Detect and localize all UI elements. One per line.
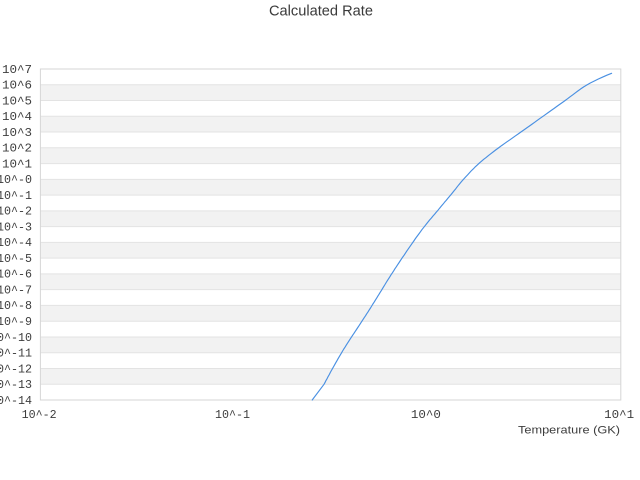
svg-text:10^2: 10^2	[2, 143, 32, 156]
svg-text:10^-8: 10^-8	[0, 300, 32, 313]
svg-text:10^-2: 10^-2	[0, 206, 32, 219]
svg-text:10^-2: 10^-2	[22, 409, 57, 422]
svg-text:10^-12: 10^-12	[0, 363, 32, 376]
svg-text:10^-1: 10^-1	[0, 190, 32, 203]
svg-text:10^-13: 10^-13	[0, 379, 32, 392]
svg-text:10^3: 10^3	[2, 127, 32, 140]
svg-text:10^0: 10^0	[411, 409, 441, 422]
svg-text:10^-5: 10^-5	[0, 253, 32, 266]
svg-text:10^1: 10^1	[604, 409, 634, 422]
svg-text:10^-10: 10^-10	[0, 332, 32, 345]
svg-text:Temperature (GK): Temperature (GK)	[518, 425, 620, 437]
svg-text:10^1: 10^1	[2, 158, 32, 171]
svg-text:10^4: 10^4	[2, 111, 32, 124]
svg-text:10^-1: 10^-1	[215, 409, 250, 422]
svg-text:10^-9: 10^-9	[0, 316, 32, 329]
svg-text:10^-0: 10^-0	[0, 174, 32, 187]
svg-text:10^5: 10^5	[2, 95, 32, 108]
svg-text:10^-14: 10^-14	[0, 395, 32, 408]
svg-text:10^7: 10^7	[2, 64, 32, 77]
svg-text:10^-6: 10^-6	[0, 269, 32, 282]
svg-text:10^-4: 10^-4	[0, 237, 32, 250]
svg-text:10^-11: 10^-11	[0, 348, 32, 361]
svg-text:Calculated Rate: Calculated Rate	[269, 4, 373, 20]
svg-text:10^-3: 10^-3	[0, 221, 32, 234]
svg-text:10^-7: 10^-7	[0, 284, 32, 297]
svg-text:10^6: 10^6	[2, 80, 32, 93]
